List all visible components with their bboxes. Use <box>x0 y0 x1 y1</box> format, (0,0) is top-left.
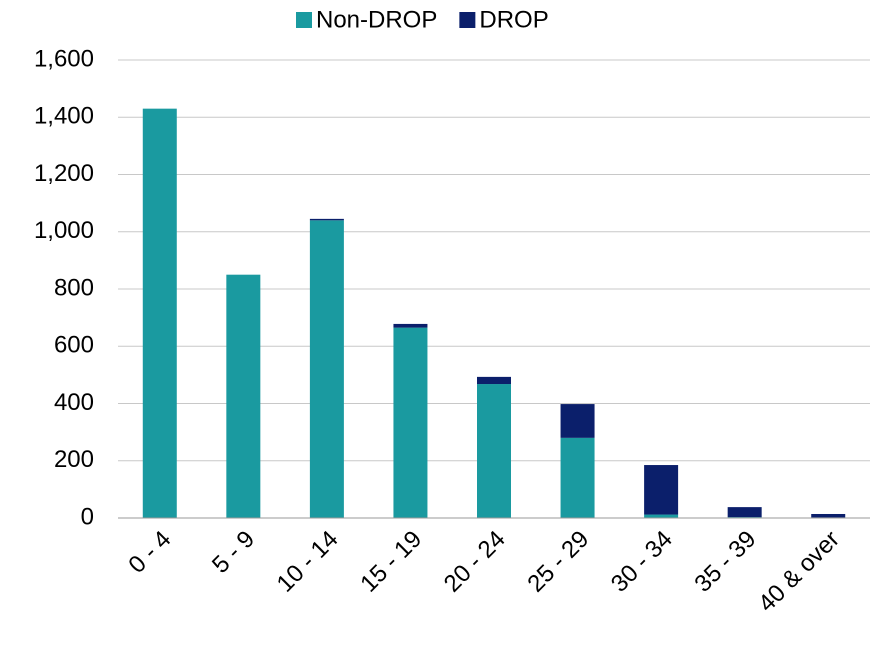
bar-segment <box>811 513 846 518</box>
bar-segment <box>393 323 428 328</box>
bar-segment <box>560 404 595 438</box>
x-tick-label: 35 - 39 <box>689 526 761 598</box>
bar-segment <box>477 376 511 385</box>
x-tick-label: 15 - 19 <box>355 526 427 598</box>
bar-segment <box>309 218 344 221</box>
x-tick-label: 5 - 9 <box>207 526 260 579</box>
x-tick-label: 40 & over <box>753 526 845 618</box>
legend-label: DROP <box>479 6 548 33</box>
y-tick-label: 1,200 <box>34 160 94 187</box>
y-tick-label: 1,600 <box>34 45 94 72</box>
bar-segment <box>727 507 762 518</box>
bar-segment <box>309 220 344 519</box>
y-tick-label: 200 <box>54 446 94 473</box>
y-tick-label: 1,000 <box>34 217 94 244</box>
x-tick-label: 20 - 24 <box>439 526 511 598</box>
y-tick-label: 800 <box>54 274 94 301</box>
legend-swatch <box>459 12 476 28</box>
bar-segment <box>644 514 679 518</box>
legend-label: Non-DROP <box>316 6 437 33</box>
bar-segment <box>644 465 679 515</box>
x-tick-label: 10 - 14 <box>272 526 344 598</box>
bar-segment <box>142 108 177 518</box>
bar-segment <box>393 327 428 518</box>
y-tick-label: 400 <box>54 389 94 416</box>
y-tick-label: 1,400 <box>34 103 94 130</box>
y-tick-label: 0 <box>81 503 94 530</box>
x-tick-label: 0 - 4 <box>123 526 176 579</box>
bar-segment <box>560 437 595 518</box>
bar-segment <box>226 274 261 518</box>
legend-swatch <box>296 12 312 28</box>
y-tick-label: 600 <box>54 332 94 359</box>
x-tick-label: 25 - 29 <box>522 526 594 598</box>
bar-segment <box>477 384 511 518</box>
x-tick-label: 30 - 34 <box>606 526 678 598</box>
